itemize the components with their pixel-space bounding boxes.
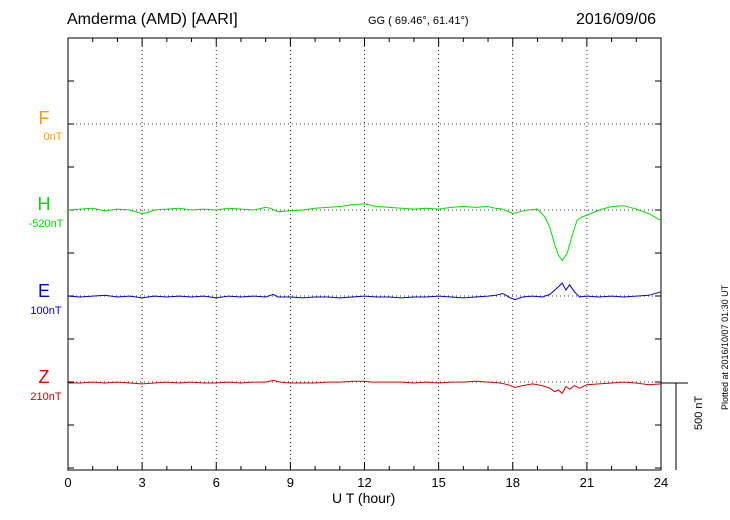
offset-label-z: 210nT (30, 391, 62, 403)
station-title: Amderma (AMD) [AARI] (67, 11, 238, 28)
component-label-e: E (37, 281, 50, 301)
series-line-e (67, 282, 662, 301)
x-tick-label: 12 (357, 475, 371, 490)
component-label-z: Z (38, 367, 50, 387)
scale-bar-label: 500 nT (693, 395, 705, 430)
x-tick-label: 6 (213, 475, 220, 490)
x-tick-label: 24 (654, 475, 668, 490)
offset-label-f: 0nT (43, 131, 63, 143)
series-line-z (68, 379, 662, 395)
component-label-f: F (38, 108, 50, 128)
grid (68, 38, 661, 470)
axis-ticks: 0 3 6 9 12 15 18 21 24 (64, 38, 668, 490)
series-line-h (67, 203, 662, 262)
plotted-timestamp: Plotted at 2016/10/07 01:30 UT (720, 284, 730, 410)
x-tick-label: 18 (506, 475, 520, 490)
offset-label-h: -520nT (28, 218, 64, 230)
x-tick-label: 3 (139, 475, 146, 490)
x-tick-label: 15 (431, 475, 445, 490)
offset-label-e: 100nT (30, 305, 62, 317)
x-tick-label: 9 (287, 475, 294, 490)
scale-bar (661, 382, 688, 470)
x-tick-label: 0 (64, 475, 71, 490)
x-tick-label: 21 (580, 475, 594, 490)
date-label: 2016/09/06 (576, 11, 657, 28)
component-label-h: H (37, 194, 51, 214)
x-axis-label: U T (hour) (332, 490, 396, 506)
coordinates-label: GG ( 69.46°, 61.41°) (368, 15, 469, 27)
series-lines (67, 203, 662, 395)
